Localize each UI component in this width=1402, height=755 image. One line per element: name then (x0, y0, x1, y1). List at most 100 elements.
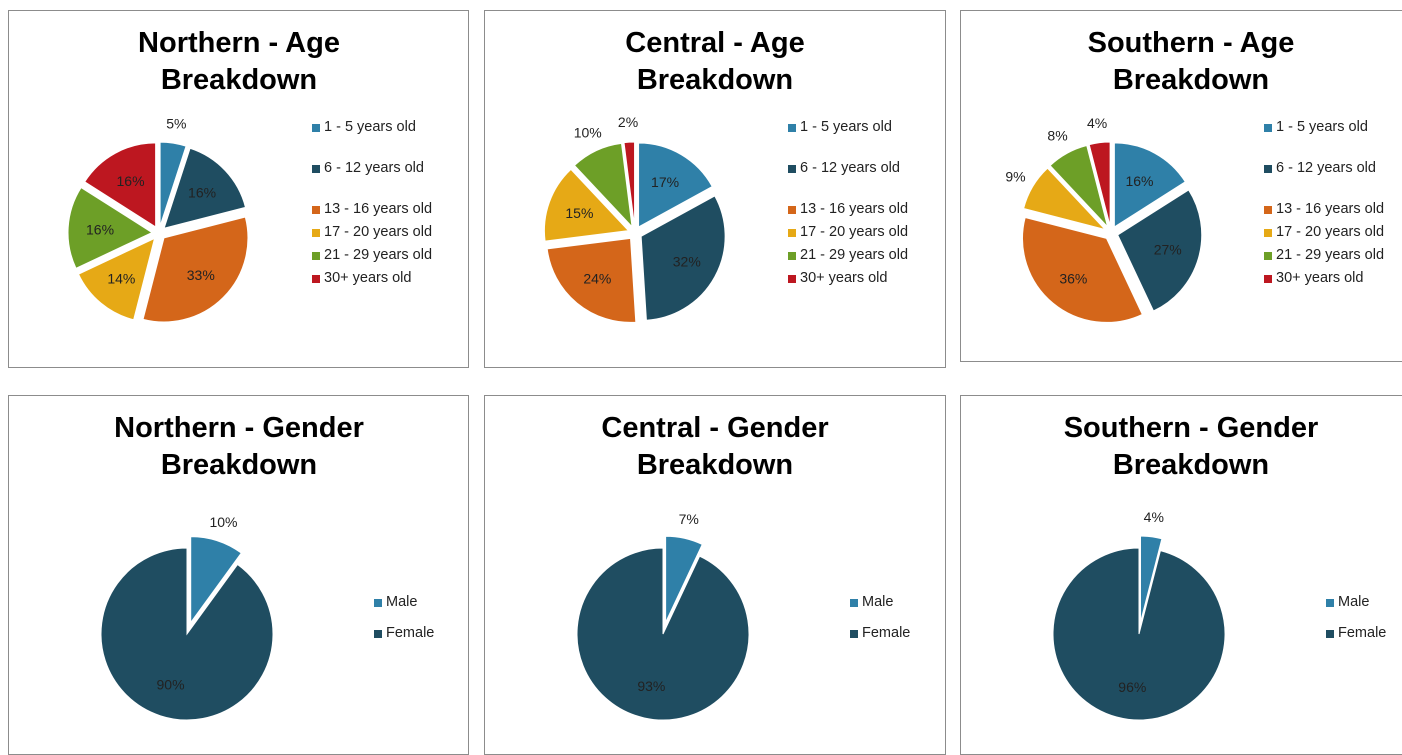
legend-item: 13 - 16 years old (312, 201, 440, 218)
pie-slice (1049, 144, 1109, 228)
data-label: 16% (1125, 173, 1153, 189)
data-label: 16% (117, 173, 145, 189)
pie-slice (1088, 141, 1111, 227)
legend-label: Male (862, 594, 894, 610)
legend-item: 17 - 20 years old (1264, 224, 1392, 241)
legend-label: 30+ years old (324, 270, 412, 286)
chart-panel: Southern - Age Breakdown 16% 27% 36% 9% 8% 4% 1… (960, 10, 1402, 362)
legend-swatch (1326, 630, 1334, 638)
legend-item: 21 - 29 years old (1264, 247, 1392, 264)
legend-item: 21 - 29 years old (312, 247, 440, 264)
data-label: 5% (166, 115, 186, 131)
data-label: 90% (157, 677, 185, 693)
pie-slice (573, 142, 633, 229)
legend-swatch (312, 124, 320, 132)
legend-item: Male (850, 594, 940, 611)
pie-slice (1113, 142, 1186, 228)
legend: Male Female (374, 594, 464, 656)
legend-swatch (850, 599, 858, 607)
legend-label: 1 - 5 years old (324, 119, 416, 135)
pie-slice (1117, 189, 1203, 312)
legend-item: Male (374, 594, 464, 611)
legend: Male Female (1326, 594, 1402, 656)
data-label: 7% (679, 511, 699, 527)
data-label: 33% (187, 267, 215, 283)
legend-item: Male (1326, 594, 1402, 611)
legend-swatch (1264, 206, 1272, 214)
pie-slice (142, 216, 249, 323)
legend: 1 - 5 years old 6 - 12 years old 13 - 16 y… (312, 119, 440, 311)
pie-slice (1022, 216, 1143, 323)
pie-slice (190, 536, 242, 625)
legend-label: Female (1338, 625, 1387, 641)
legend-item: 17 - 20 years old (788, 224, 916, 241)
data-label: 24% (583, 271, 611, 287)
data-label: 93% (637, 678, 665, 694)
legend-label: 6 - 12 years old (1276, 160, 1376, 176)
legend-label: 21 - 29 years old (324, 247, 433, 263)
data-label: 16% (188, 185, 216, 201)
legend-label: 30+ years old (1276, 270, 1364, 286)
legend-label: 1 - 5 years old (1276, 119, 1368, 135)
pie-slice (623, 141, 636, 227)
chart-title: Southern - Gender Breakdown (1063, 412, 1319, 481)
legend-label: 17 - 20 years old (800, 224, 909, 240)
legend-item: 21 - 29 years old (788, 247, 916, 264)
pie-slice (1052, 547, 1226, 721)
pie-slice (67, 186, 154, 269)
legend-swatch (788, 206, 796, 214)
legend-swatch (850, 630, 858, 638)
legend-label: Male (1338, 594, 1370, 610)
legend-swatch (788, 165, 796, 173)
pie-plot: 5% 16% 33% 14% 16% 16% (67, 115, 249, 323)
chart-panel: Southern - Gender Breakdown 4% 96% Male Fema… (960, 395, 1402, 755)
legend-item: Female (1326, 625, 1402, 642)
chart-title: Northern - Age Breakdown (138, 27, 340, 96)
pie-slice (77, 237, 156, 321)
legend-item: 1 - 5 years old (312, 119, 440, 136)
pie-slice (543, 168, 630, 242)
legend-item: 1 - 5 years old (1264, 119, 1392, 136)
legend-item: 13 - 16 years old (1264, 201, 1392, 218)
legend-item: 6 - 12 years old (1264, 160, 1392, 177)
legend-label: 17 - 20 years old (324, 224, 433, 240)
pie-plot: 16% 27% 36% 9% 8% 4% (1005, 115, 1203, 323)
chart-panel: Northern - Gender Breakdown 10% 90% Male Fem… (8, 395, 469, 755)
pie-slice (546, 237, 637, 323)
legend-label: Male (386, 594, 418, 610)
pie-plot: 4% 96% (1052, 509, 1226, 721)
legend-swatch (1326, 599, 1334, 607)
legend-label: Female (386, 625, 435, 641)
chart-title: Southern - Age Breakdown (1087, 27, 1295, 96)
data-label: 4% (1087, 115, 1107, 131)
legend-label: 30+ years old (800, 270, 888, 286)
data-label: 96% (1118, 679, 1146, 695)
legend-label: 21 - 29 years old (800, 247, 909, 263)
data-label: 9% (1005, 168, 1025, 184)
pie-slice (576, 547, 750, 721)
legend-item: Female (850, 625, 940, 642)
legend-swatch (1264, 252, 1272, 260)
legend-label: 17 - 20 years old (1276, 224, 1385, 240)
legend-label: 13 - 16 years old (324, 201, 433, 217)
pie-slice (159, 141, 187, 227)
legend-swatch (1264, 229, 1272, 237)
legend-swatch (312, 165, 320, 173)
pie-slice (665, 535, 703, 623)
chart-title: Central - Gender Breakdown (601, 412, 829, 481)
legend-label: 21 - 29 years old (1276, 247, 1385, 263)
legend-swatch (788, 275, 796, 283)
data-label: 15% (565, 205, 593, 221)
legend-label: 13 - 16 years old (800, 201, 909, 217)
pie-plot: 7% 93% (576, 511, 750, 721)
pie-slice (100, 547, 274, 721)
legend-swatch (312, 229, 320, 237)
data-label: 8% (1047, 128, 1067, 144)
legend-swatch (788, 229, 796, 237)
legend-label: Female (862, 625, 911, 641)
legend-item: 17 - 20 years old (312, 224, 440, 241)
pie-slice (638, 142, 713, 228)
legend-label: 6 - 12 years old (800, 160, 900, 176)
legend-swatch (374, 599, 382, 607)
